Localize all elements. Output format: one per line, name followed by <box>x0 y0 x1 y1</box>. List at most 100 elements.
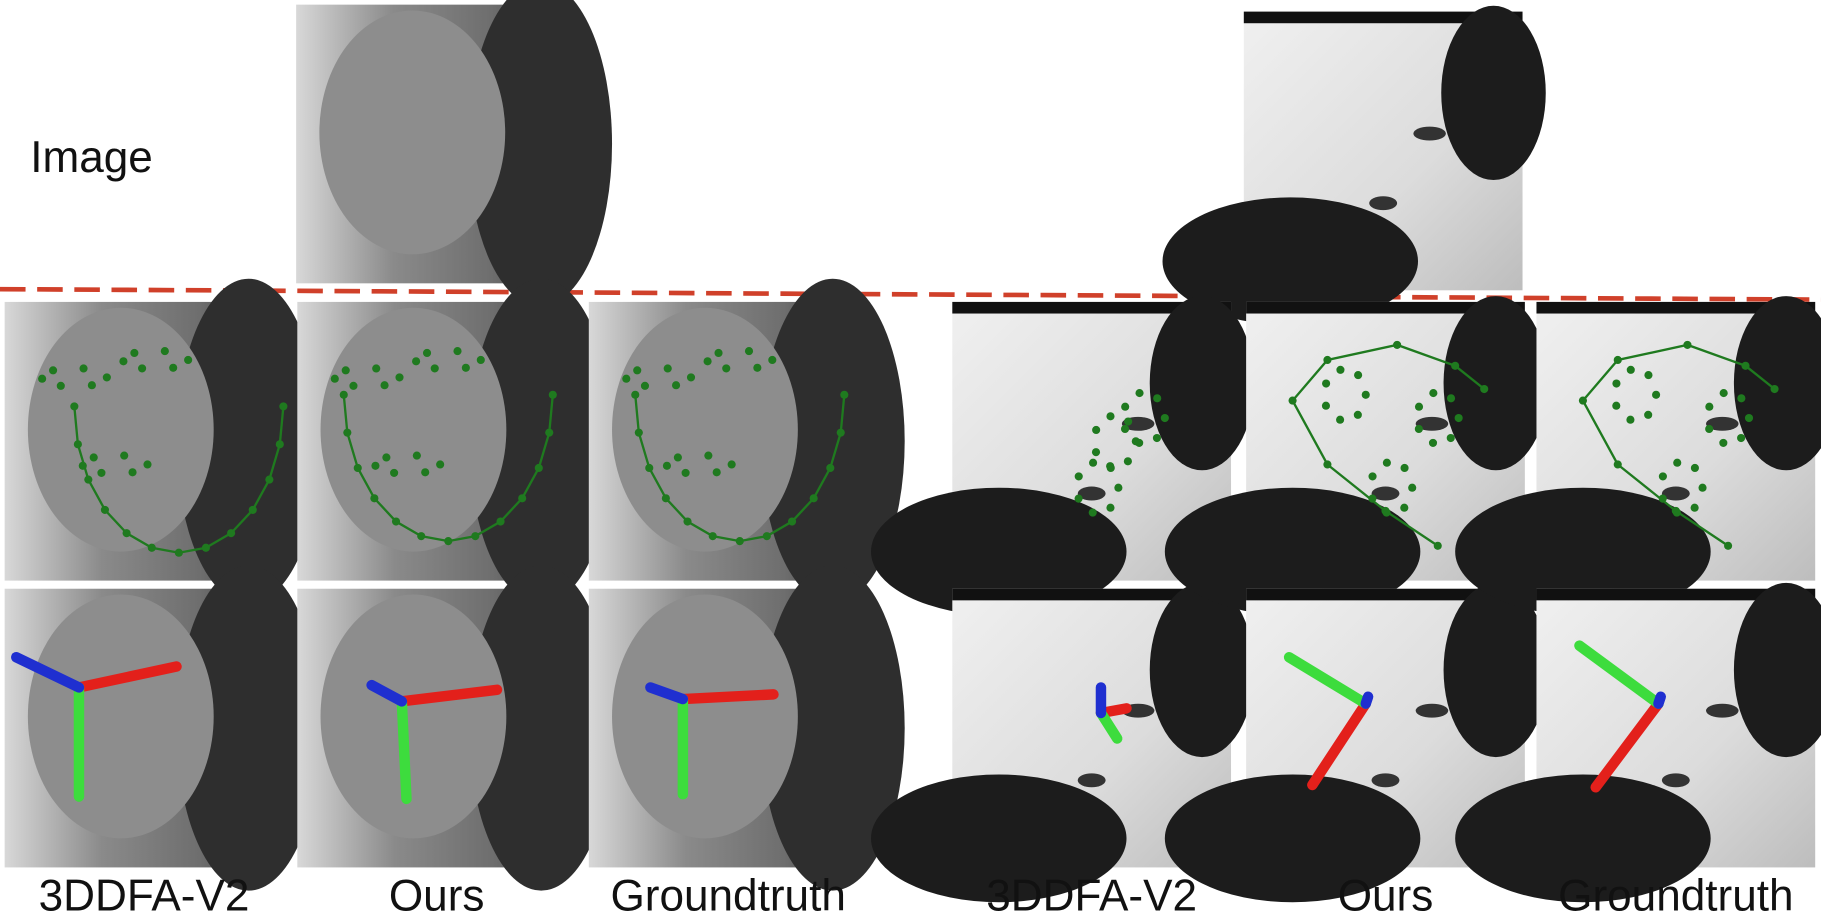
landmark <box>122 529 131 538</box>
landmark <box>201 543 210 552</box>
landmark <box>686 373 696 382</box>
landmark <box>130 348 139 358</box>
landmark <box>1652 390 1661 399</box>
face-image <box>4 565 321 891</box>
eye <box>1369 196 1398 211</box>
face <box>27 594 214 839</box>
landmark <box>1153 394 1162 403</box>
landmark <box>461 363 470 372</box>
landmark <box>826 463 835 473</box>
landmark <box>712 468 721 477</box>
landmark <box>444 537 453 546</box>
landmark <box>708 532 717 541</box>
landmark <box>265 475 274 484</box>
landmark <box>631 390 640 399</box>
landmark <box>1089 458 1098 467</box>
top-band <box>1243 11 1523 24</box>
landmark <box>38 374 47 383</box>
landmark <box>1737 433 1746 443</box>
landmark <box>683 517 692 526</box>
column-label: Ours <box>1338 871 1434 920</box>
landmark <box>70 402 79 411</box>
landmark <box>1091 448 1101 457</box>
pose-axis-y <box>1574 640 1664 709</box>
landmark <box>102 373 111 382</box>
landmark <box>227 529 236 538</box>
landmark <box>634 428 643 437</box>
pose-axis-x <box>1307 698 1371 791</box>
landmark <box>1480 384 1489 394</box>
panels <box>4 0 1821 903</box>
face <box>612 307 798 552</box>
landmark <box>279 402 288 411</box>
landmark <box>673 453 682 462</box>
top-band <box>952 588 1232 601</box>
landmark <box>370 494 379 503</box>
landmark <box>417 532 426 541</box>
landmark <box>1451 361 1460 370</box>
face-image <box>1164 582 1549 903</box>
landmark <box>476 355 485 365</box>
landmark <box>1354 371 1363 380</box>
pose-axis-z <box>645 682 689 705</box>
hair <box>469 278 614 604</box>
face-image <box>1455 296 1821 616</box>
landmark <box>633 366 642 375</box>
eye <box>1706 416 1739 431</box>
hair <box>871 774 1127 903</box>
landmark <box>430 364 439 373</box>
landmark <box>762 532 771 541</box>
landmark <box>380 381 389 390</box>
landmark <box>840 390 849 399</box>
landmark <box>412 357 421 366</box>
eye <box>1413 126 1446 141</box>
hair <box>1455 487 1711 616</box>
landmark <box>645 463 654 473</box>
landmark <box>1428 438 1438 447</box>
landmark <box>1433 541 1442 550</box>
landmark <box>275 440 284 449</box>
landmark <box>671 381 681 390</box>
landmark <box>1135 388 1144 398</box>
landmark <box>1160 413 1169 423</box>
landmark <box>640 381 650 390</box>
landmark <box>1612 379 1621 388</box>
landmark <box>534 463 543 473</box>
hair <box>468 0 613 307</box>
eye <box>1706 703 1739 718</box>
pose-axis-z <box>1653 691 1666 709</box>
landmark <box>1092 425 1101 435</box>
landmark <box>1690 463 1699 473</box>
landmark <box>78 461 87 470</box>
face <box>319 10 506 255</box>
landmark <box>1322 379 1331 388</box>
landmark <box>1737 394 1746 403</box>
landmark <box>1323 460 1332 469</box>
landmark <box>704 451 713 460</box>
landmark <box>1400 463 1409 473</box>
landmark <box>1353 410 1362 419</box>
landmark <box>663 364 672 373</box>
landmark <box>160 347 169 356</box>
pose-axis-y <box>396 696 412 805</box>
landmark <box>1626 365 1635 374</box>
landmark <box>73 440 82 449</box>
landmark <box>1719 388 1728 398</box>
landmark <box>1135 438 1144 447</box>
face-image <box>588 565 905 891</box>
face-image <box>871 582 1255 903</box>
landmark <box>703 357 712 366</box>
landmark <box>339 390 348 399</box>
landmark <box>722 364 731 373</box>
face-image <box>297 278 614 604</box>
pose-axis-z <box>366 679 408 707</box>
pose-axis-z <box>1360 691 1374 709</box>
landmark <box>1613 460 1622 469</box>
landmark <box>836 428 845 437</box>
eye <box>1661 773 1690 788</box>
landmark <box>248 505 257 514</box>
landmark <box>1690 503 1699 512</box>
landmark <box>395 373 404 382</box>
landmark <box>87 381 96 390</box>
